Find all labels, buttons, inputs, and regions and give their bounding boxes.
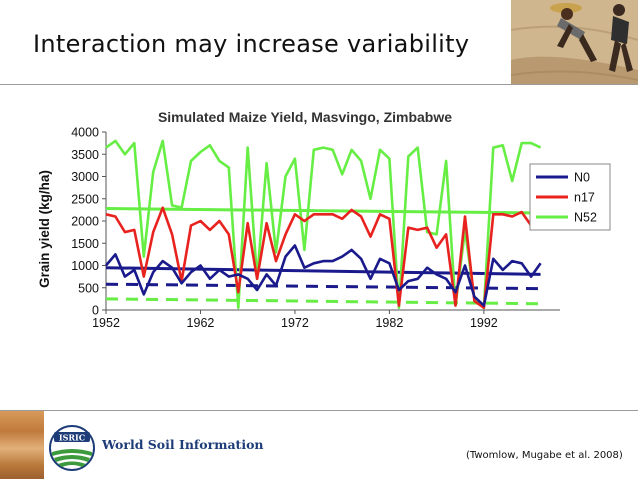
y-tick-label: 2000 — [71, 215, 99, 229]
isric-badge-text: ISRIC — [59, 433, 85, 443]
farmers-photo-illustration — [511, 0, 638, 84]
trend-line-n52-dashed — [105, 297, 541, 306]
legend-label-n0: N0 — [574, 171, 590, 185]
x-tick-label: 1962 — [187, 316, 215, 330]
trend-line-n0-solid — [105, 266, 541, 276]
plot-area: 0 500 1000 1500 2000 2500 3000 3500 4000 1952 1962… — [71, 126, 560, 330]
x-tick-label: 1992 — [470, 316, 498, 330]
y-tick-label: 500 — [78, 281, 99, 295]
isric-logo: ISRIC — [48, 424, 96, 472]
logo-text: World Soil Information — [102, 437, 264, 452]
series-line-n0 — [105, 244, 542, 307]
legend-label-n52: N52 — [574, 211, 597, 225]
legend-label-n17: n17 — [574, 191, 595, 205]
y-tick-label: 3500 — [71, 148, 99, 162]
isric-globe-icon: ISRIC — [49, 425, 95, 471]
y-tick-label: 1500 — [71, 237, 99, 251]
title-divider — [0, 84, 638, 85]
chart-title: Simulated Maize Yield, Masvingo, Zimbabw… — [158, 109, 452, 125]
soil-profile-image — [0, 411, 44, 479]
y-tick-label: 4000 — [71, 126, 99, 140]
x-tick-label: 1982 — [375, 316, 403, 330]
y-tick-label: 1000 — [71, 259, 99, 273]
citation: (Twomlow, Mugabe et al. 2008) — [466, 450, 623, 461]
series-line-n52 — [105, 139, 542, 310]
y-tick-label: 0 — [92, 304, 99, 318]
y-tick-label: 2500 — [71, 192, 99, 206]
trend-line-n0-dashed — [105, 282, 541, 291]
y-axis-label: Grain yield (kg/ha) — [37, 170, 52, 288]
trend-line-n52-solid — [105, 207, 541, 215]
series-line-n17 — [105, 206, 542, 310]
x-tick-label: 1952 — [92, 316, 120, 330]
maize-yield-chart: Simulated Maize Yield, Masvingo, Zimbabw… — [37, 109, 611, 330]
x-tick-label: 1972 — [281, 316, 309, 330]
footer-divider — [0, 410, 638, 411]
slide-title: Interaction may increase variability — [33, 30, 470, 58]
farmers-photo — [511, 0, 638, 84]
legend: N0 n17 N52 — [529, 163, 611, 231]
y-tick-label: 3000 — [71, 170, 99, 184]
